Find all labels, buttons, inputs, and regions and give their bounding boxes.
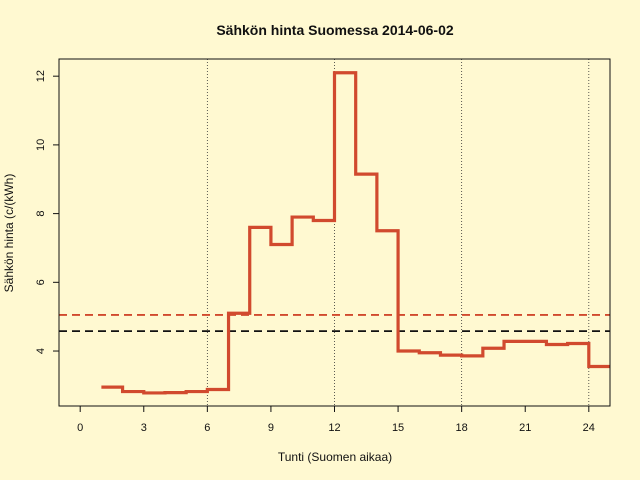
x-tick-label: 18 [456, 422, 468, 434]
reference-lines [59, 314, 610, 333]
y-tick-label: 6 [35, 279, 47, 285]
y-axis-label: Sähkön hinta (c/(kWh) [2, 174, 16, 293]
x-tick-label: 6 [204, 422, 210, 434]
x-tick-label: 9 [268, 422, 274, 434]
x-axis: 0 3 6 9 12 15 18 21 24 [77, 406, 595, 434]
x-tick-label: 12 [328, 422, 340, 434]
x-tick-label: 24 [583, 422, 595, 434]
y-tick-label: 4 [35, 348, 47, 354]
y-tick-label: 8 [35, 211, 47, 217]
y-tick-label: 10 [35, 139, 47, 151]
x-tick-label: 0 [77, 422, 83, 434]
x-tick-label: 21 [519, 422, 531, 434]
x-tick-label: 15 [392, 422, 404, 434]
series-line-0 [101, 71, 610, 395]
y-tick-label: 12 [35, 70, 47, 82]
x-tick-label: 3 [141, 422, 147, 434]
series-layer [101, 71, 610, 395]
y-axis: 4 6 8 10 12 [35, 70, 59, 354]
chart-title: Sähkön hinta Suomessa 2014-06-02 [216, 22, 454, 38]
x-axis-label: Tunti (Suomen aikaa) [278, 450, 392, 464]
